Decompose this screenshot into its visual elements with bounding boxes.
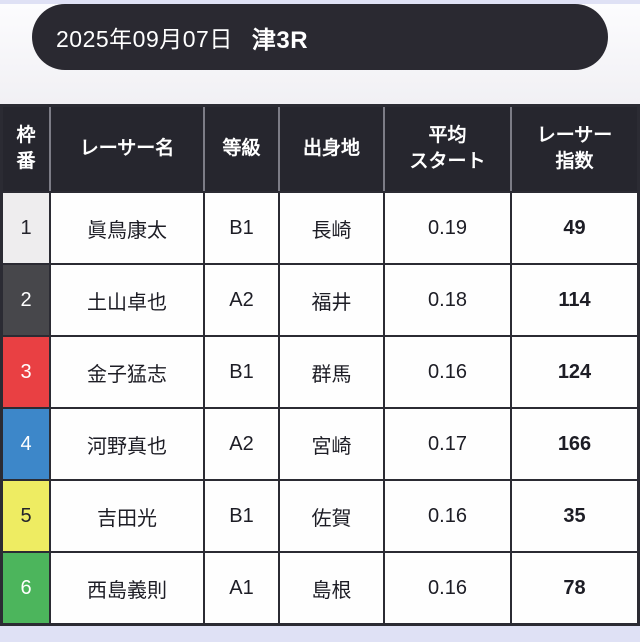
race-date: 2025年09月07日 [56,26,233,52]
racer-name-cell: 眞鳥康太 [51,193,203,263]
table-row: 4 河野真也 A2 宮崎 0.17 166 [3,407,637,479]
origin-cell: 福井 [280,265,383,335]
frame-number-cell: 5 [3,481,49,551]
origin-cell: 宮崎 [280,409,383,479]
racer-name-cell: 河野真也 [51,409,203,479]
origin-cell: 長崎 [280,193,383,263]
origin-cell: 島根 [280,553,383,623]
col-header-origin: 出身地 [280,107,383,191]
table-row: 3 金子猛志 B1 群馬 0.16 124 [3,335,637,407]
frame-number-cell: 4 [3,409,49,479]
table-row: 1 眞鳥康太 B1 長崎 0.19 49 [3,191,637,263]
racer-name-cell: 西島義則 [51,553,203,623]
col-header-racer-index: レーサー 指数 [512,107,637,191]
avg-start-cell: 0.18 [385,265,510,335]
racer-index-cell: 114 [512,265,637,335]
frame-number-cell: 6 [3,553,49,623]
avg-start-cell: 0.16 [385,481,510,551]
grade-cell: A2 [205,265,278,335]
origin-cell: 佐賀 [280,481,383,551]
racer-name-cell: 吉田光 [51,481,203,551]
grade-cell: A2 [205,409,278,479]
avg-start-cell: 0.19 [385,193,510,263]
page-header-section: 2025年09月07日 津3R [0,4,640,104]
racer-index-cell: 78 [512,553,637,623]
avg-start-cell: 0.16 [385,337,510,407]
col-header-avg-start: 平均 スタート [385,107,510,191]
grade-cell: B1 [205,481,278,551]
race-info-banner: 2025年09月07日 津3R [32,4,608,70]
grade-cell: B1 [205,337,278,407]
racer-table: 枠 番 レーサー名 等級 出身地 平均 スタート レーサー 指数 1 眞鳥康太 … [0,104,640,626]
race-title: 津3R [251,26,309,54]
footer-strip [0,626,640,642]
grade-cell: B1 [205,193,278,263]
frame-number-cell: 3 [3,337,49,407]
racer-index-cell: 49 [512,193,637,263]
table-row: 6 西島義則 A1 島根 0.16 78 [3,551,637,623]
racer-index-cell: 166 [512,409,637,479]
table-header-row: 枠 番 レーサー名 等級 出身地 平均 スタート レーサー 指数 [3,107,637,191]
col-header-grade: 等級 [205,107,278,191]
avg-start-cell: 0.17 [385,409,510,479]
col-header-racer-name: レーサー名 [51,107,203,191]
table-row: 2 土山卓也 A2 福井 0.18 114 [3,263,637,335]
origin-cell: 群馬 [280,337,383,407]
racer-index-cell: 124 [512,337,637,407]
table-row: 5 吉田光 B1 佐賀 0.16 35 [3,479,637,551]
frame-number-cell: 1 [3,193,49,263]
avg-start-cell: 0.16 [385,553,510,623]
racer-name-cell: 土山卓也 [51,265,203,335]
col-header-frame-number: 枠 番 [3,107,49,191]
frame-number-cell: 2 [3,265,49,335]
racer-name-cell: 金子猛志 [51,337,203,407]
racer-index-cell: 35 [512,481,637,551]
grade-cell: A1 [205,553,278,623]
